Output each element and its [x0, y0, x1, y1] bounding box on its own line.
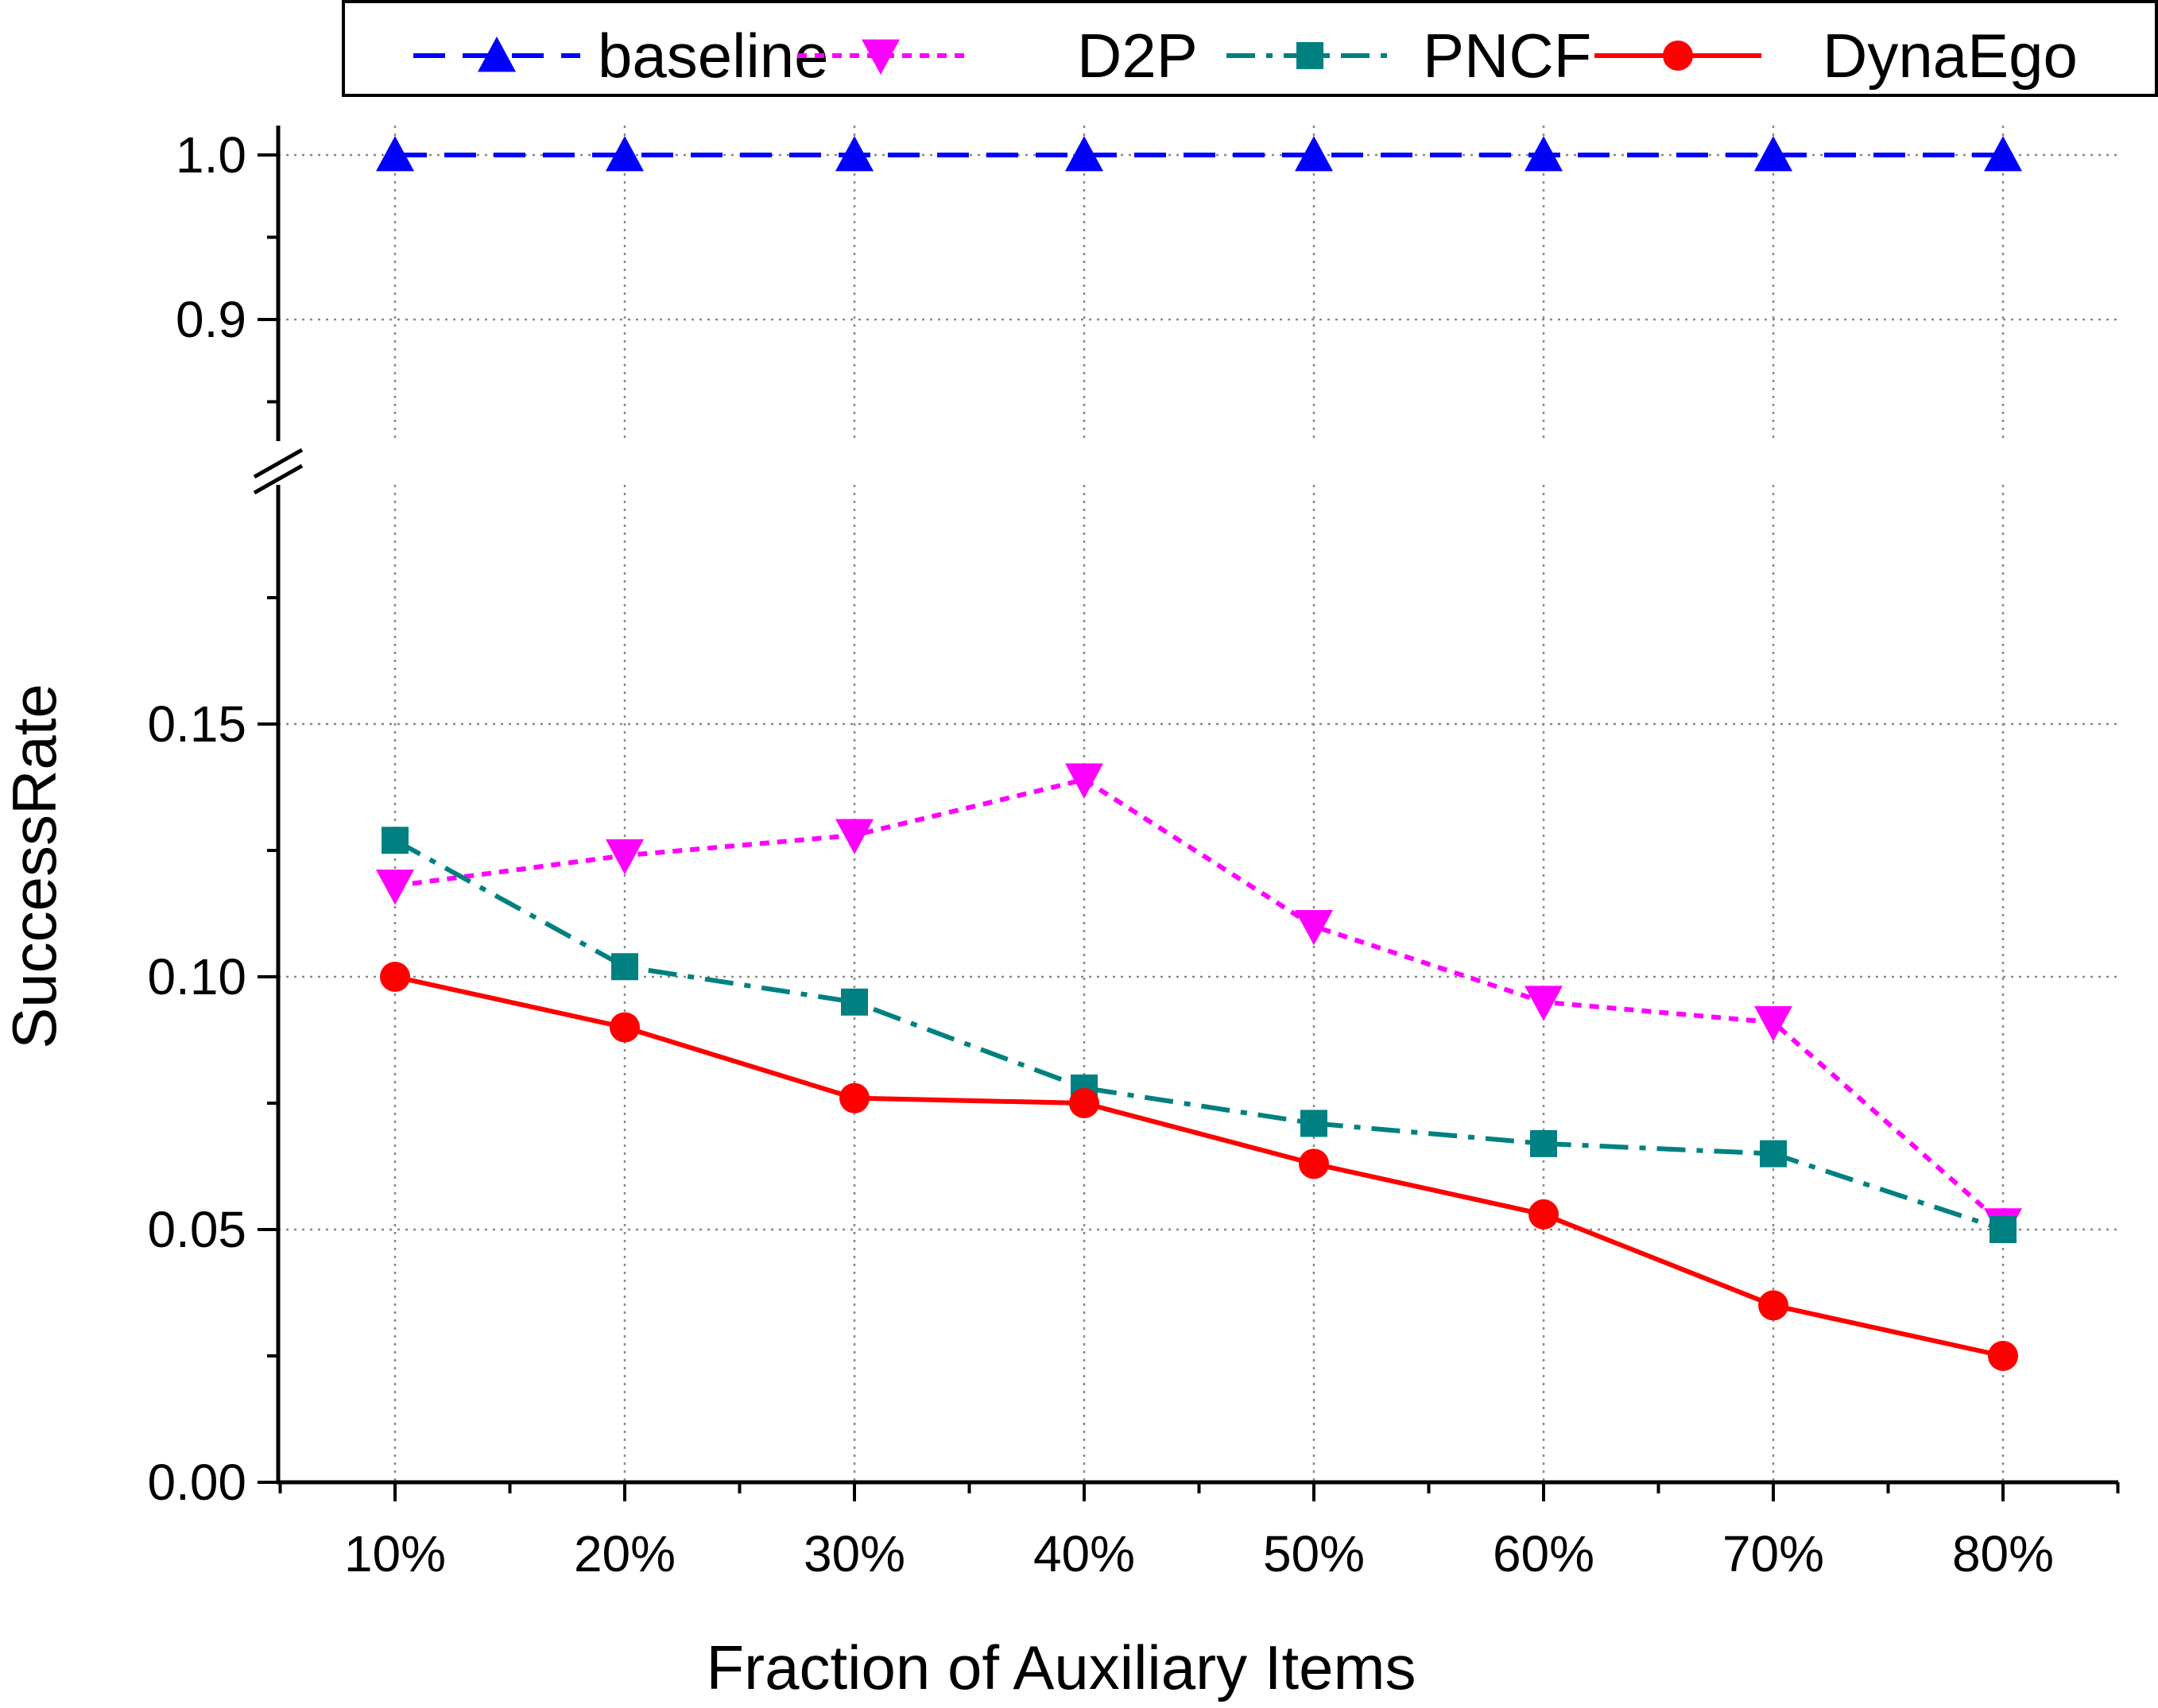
- x-tick-label: 80%: [1952, 1525, 2054, 1582]
- data-point: [1989, 1216, 2017, 1243]
- legend-swatch-marker: [1296, 42, 1323, 69]
- series-d2p: [376, 763, 2022, 1244]
- data-point: [1760, 1140, 1787, 1168]
- axis-break-mark: [253, 463, 304, 495]
- data-point: [376, 136, 414, 172]
- series-pncf: [382, 827, 2017, 1243]
- data-point: [1754, 136, 1792, 172]
- data-point: [841, 988, 868, 1016]
- data-point: [382, 827, 409, 854]
- legend-label: D2P: [1077, 21, 1198, 91]
- data-point: [835, 136, 874, 172]
- y-tick-label: 0.15: [147, 695, 246, 753]
- series-dynaego: [380, 962, 2018, 1371]
- x-tick-label: 20%: [574, 1525, 676, 1582]
- data-point: [1754, 1005, 1792, 1042]
- legend-item-baseline: baseline: [413, 21, 829, 91]
- y-axis-title: SuccessRate: [0, 684, 69, 1049]
- legend-item-dynaego: DynaEgo: [1594, 21, 2078, 91]
- y-tick-label: 0.10: [147, 948, 246, 1005]
- legend: baseline D2P PNCF DynaEgo: [342, 0, 2158, 97]
- data-point: [611, 953, 638, 981]
- legend-item-pncf: PNCF: [1226, 21, 1591, 91]
- series-line: [394, 777, 2005, 1226]
- x-tick-label: 40%: [1033, 1525, 1135, 1582]
- data-point: [1988, 1341, 2018, 1371]
- data-point: [839, 1083, 870, 1113]
- legend-label: DynaEgo: [1823, 21, 2078, 91]
- legend-box: [342, 0, 2158, 97]
- data-point: [1984, 136, 2022, 172]
- data-point: [1295, 910, 1333, 946]
- axes: 0.00 0.05 0.10 0.15 0.9 1.0 10% 20% 30% 40% 50% 60%…: [147, 126, 2120, 1582]
- data-point: [1069, 1088, 1099, 1118]
- series-line: [394, 974, 2004, 1358]
- x-tick-label: 60%: [1493, 1525, 1594, 1582]
- x-tick-label: 70%: [1722, 1525, 1824, 1582]
- y-tick-label: 0.05: [147, 1201, 246, 1258]
- x-tick-label: 50%: [1263, 1525, 1365, 1582]
- series-baseline: [376, 136, 2022, 172]
- data-point: [606, 839, 644, 875]
- x-axis-title: Fraction of Auxiliary Items: [707, 1632, 1416, 1702]
- data-point: [1530, 1129, 1557, 1157]
- data-point: [1528, 1199, 1559, 1230]
- legend-label: PNCF: [1423, 21, 1591, 91]
- data-point: [1525, 136, 1563, 172]
- data-point: [1295, 136, 1333, 172]
- legend-swatch-marker: [478, 37, 516, 72]
- legend-swatch-marker: [862, 39, 900, 75]
- data-point: [835, 819, 874, 854]
- y-tick-label: 0.9: [176, 291, 246, 348]
- legend-item-d2p: D2P: [797, 21, 1198, 91]
- y-tick-label: 1.0: [176, 126, 246, 184]
- x-tick-label: 30%: [804, 1525, 905, 1582]
- data-point: [1525, 986, 1563, 1021]
- data-point: [1758, 1290, 1788, 1321]
- data-point: [610, 1012, 640, 1043]
- legend-swatch-marker: [1663, 41, 1693, 71]
- axis-break-mark: [253, 447, 304, 479]
- x-tick-label: 10%: [344, 1525, 446, 1582]
- data-point: [1065, 763, 1103, 799]
- grid-lines: [278, 126, 2118, 1482]
- y-tick-label: 0.00: [147, 1454, 246, 1511]
- series-layer: [376, 136, 2022, 1371]
- data-point: [1299, 1148, 1329, 1179]
- data-point: [606, 136, 644, 172]
- series-line: [393, 838, 2004, 1232]
- legend-label: baseline: [598, 21, 829, 91]
- data-point: [376, 869, 414, 905]
- data-point: [380, 962, 410, 992]
- axis-titles: Fraction of Auxiliary Items SuccessRate: [0, 684, 1416, 1702]
- data-point: [1300, 1110, 1327, 1137]
- data-point: [1065, 136, 1103, 172]
